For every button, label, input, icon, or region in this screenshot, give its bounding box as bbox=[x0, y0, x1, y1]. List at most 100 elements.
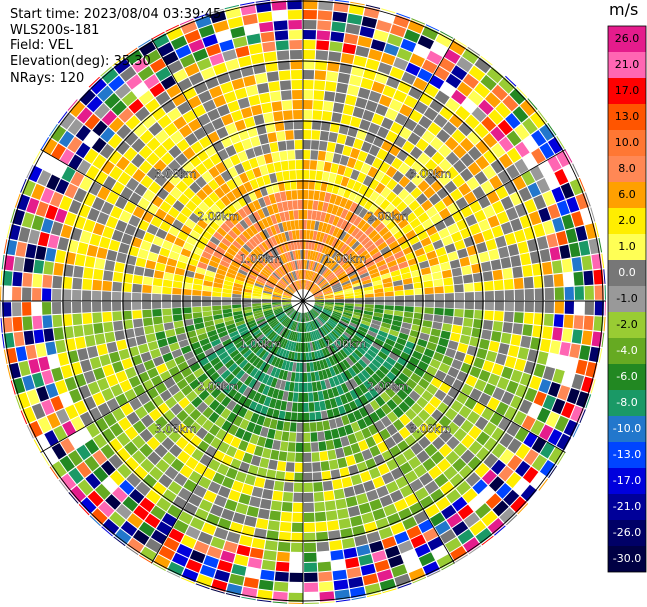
colorbar-swatch bbox=[608, 416, 646, 442]
velocity-bin bbox=[112, 407, 126, 422]
velocity-bin bbox=[315, 170, 323, 181]
velocity-bin bbox=[356, 246, 366, 256]
velocity-bin bbox=[292, 331, 297, 342]
velocity-bin bbox=[390, 269, 401, 277]
velocity-bin bbox=[193, 485, 207, 498]
velocity-bin bbox=[312, 262, 318, 272]
velocity-bin bbox=[99, 143, 115, 159]
velocity-bin bbox=[288, 309, 295, 317]
velocity-bin bbox=[514, 301, 524, 312]
velocity-bin bbox=[365, 4, 381, 9]
velocity-bin bbox=[225, 123, 238, 135]
velocity-bin bbox=[343, 547, 358, 559]
velocity-bin bbox=[178, 511, 194, 525]
velocity-bin bbox=[475, 139, 490, 155]
velocity-bin bbox=[235, 340, 245, 349]
velocity-bin bbox=[83, 131, 99, 147]
velocity-bin bbox=[276, 50, 290, 61]
velocity-bin bbox=[183, 276, 194, 284]
velocity-bin bbox=[280, 90, 292, 101]
velocity-bin bbox=[303, 30, 316, 40]
velocity-bin bbox=[295, 270, 299, 280]
velocity-bin bbox=[561, 328, 573, 343]
velocity-bin bbox=[337, 323, 346, 331]
velocity-bin bbox=[379, 365, 390, 375]
velocity-bin bbox=[303, 412, 310, 422]
velocity-bin bbox=[243, 181, 253, 193]
velocity-bin bbox=[316, 531, 329, 542]
velocity-bin bbox=[442, 323, 453, 332]
velocity-bin bbox=[284, 180, 291, 191]
velocity-bin bbox=[286, 287, 294, 294]
velocity-bin bbox=[213, 282, 223, 289]
velocity-bin bbox=[169, 416, 182, 429]
velocity-bin bbox=[445, 450, 460, 465]
velocity-bin bbox=[486, 190, 500, 204]
velocity-bin bbox=[210, 338, 221, 347]
velocity-bin bbox=[539, 248, 551, 263]
velocity-bin bbox=[284, 120, 294, 130]
velocity-bin bbox=[2, 317, 13, 333]
velocity-bin bbox=[401, 206, 413, 218]
velocity-bin bbox=[174, 355, 186, 365]
velocity-bin bbox=[143, 74, 160, 89]
velocity-bin bbox=[332, 329, 341, 337]
velocity-bin bbox=[410, 146, 423, 160]
velocity-bin bbox=[275, 336, 282, 346]
velocity-bin bbox=[326, 510, 338, 521]
velocity-bin bbox=[329, 318, 338, 325]
velocity-bin bbox=[315, 211, 322, 221]
velocity-bin bbox=[20, 410, 28, 425]
velocity-bin bbox=[102, 477, 118, 493]
velocity-bin bbox=[63, 264, 74, 277]
velocity-bin bbox=[246, 352, 255, 362]
velocity-bin bbox=[294, 220, 299, 230]
velocity-bin bbox=[284, 231, 290, 242]
velocity-bin bbox=[540, 442, 555, 459]
velocity-bin bbox=[438, 144, 452, 158]
velocity-bin bbox=[353, 311, 363, 317]
velocity-bin bbox=[214, 277, 224, 284]
velocity-bin bbox=[447, 223, 459, 235]
velocity-bin bbox=[113, 536, 126, 547]
velocity-bin bbox=[409, 53, 425, 68]
velocity-bin bbox=[543, 313, 554, 327]
velocity-bin bbox=[232, 301, 242, 305]
velocity-bin bbox=[237, 97, 250, 109]
velocity-bin bbox=[458, 121, 473, 137]
velocity-bin bbox=[149, 243, 161, 254]
velocity-bin bbox=[258, 322, 268, 329]
velocity-bin bbox=[322, 171, 330, 182]
velocity-bin bbox=[501, 391, 514, 405]
velocity-bin bbox=[333, 251, 342, 261]
velocity-bin bbox=[338, 337, 347, 347]
velocity-bin bbox=[222, 301, 232, 306]
velocity-bin bbox=[324, 399, 332, 410]
velocity-bin bbox=[78, 504, 90, 516]
velocity-bin bbox=[416, 450, 430, 464]
velocity-bin bbox=[124, 426, 139, 441]
velocity-bin bbox=[294, 462, 303, 472]
velocity-bin bbox=[54, 208, 68, 224]
velocity-bin bbox=[284, 275, 291, 284]
velocity-bin bbox=[112, 487, 128, 503]
velocity-bin bbox=[125, 546, 139, 556]
velocity-bin bbox=[433, 278, 444, 287]
velocity-bin bbox=[356, 265, 367, 273]
velocity-bin bbox=[357, 35, 372, 48]
velocity-bin bbox=[322, 233, 329, 243]
velocity-bin bbox=[324, 296, 334, 299]
velocity-bin bbox=[298, 220, 303, 230]
velocity-bin bbox=[447, 366, 460, 378]
velocity-bin bbox=[213, 20, 229, 33]
velocity-bin bbox=[79, 411, 94, 427]
velocity-bin bbox=[349, 378, 358, 389]
velocity-bin bbox=[356, 172, 367, 184]
velocity-bin bbox=[104, 260, 115, 271]
velocity-bin bbox=[320, 461, 330, 471]
velocity-bin bbox=[272, 10, 288, 21]
velocity-bin bbox=[55, 408, 70, 424]
velocity-bin bbox=[242, 230, 252, 241]
velocity-bin bbox=[363, 68, 377, 81]
velocity-bin bbox=[372, 342, 382, 351]
